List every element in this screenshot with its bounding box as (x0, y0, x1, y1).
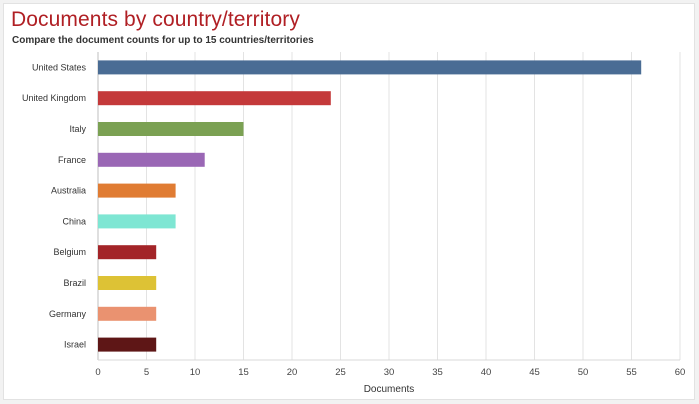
category-label: China (62, 216, 86, 226)
x-tick-label: 40 (481, 367, 492, 378)
category-label: Israel (64, 340, 86, 350)
x-tick-label: 25 (335, 367, 346, 378)
x-tick-label: 15 (238, 367, 249, 378)
bar-united-kingdom[interactable] (98, 91, 331, 106)
x-tick-label: 55 (626, 367, 637, 378)
x-tick-label: 35 (432, 367, 443, 378)
x-tick-label: 20 (287, 367, 298, 378)
x-axis-ticks: 0 5 10 15 20 25 30 35 40 45 50 55 60 (95, 367, 685, 378)
category-label: Brazil (63, 278, 86, 288)
gridlines (97, 52, 681, 361)
x-tick-label: 60 (675, 367, 686, 378)
category-label: Italy (69, 124, 86, 134)
bar-united-states[interactable] (98, 60, 642, 75)
x-tick-label: 0 (95, 367, 100, 378)
category-label: Australia (51, 186, 86, 196)
x-axis-title: Documents (364, 384, 415, 395)
chart-title: Documents by country/territory (11, 8, 300, 31)
category-label: United States (32, 62, 87, 72)
category-label: Germany (49, 309, 87, 319)
x-tick-label: 30 (384, 367, 395, 378)
bar-brazil[interactable] (98, 276, 157, 290)
bar-germany[interactable] (98, 306, 157, 321)
bar-italy[interactable] (98, 122, 244, 136)
bars (98, 60, 642, 352)
category-label: United Kingdom (22, 93, 86, 103)
bar-china[interactable] (98, 214, 176, 229)
bar-france[interactable] (98, 152, 205, 167)
chart-subtitle: Compare the document counts for up to 15… (12, 35, 314, 46)
x-tick-label: 50 (578, 367, 589, 378)
category-label: Belgium (53, 247, 86, 257)
bar-belgium[interactable] (98, 245, 157, 260)
category-label: France (58, 155, 86, 165)
bar-israel[interactable] (98, 337, 157, 352)
bar-australia[interactable] (98, 183, 176, 198)
x-tick-label: 5 (144, 367, 149, 378)
x-tick-label: 45 (529, 367, 540, 378)
category-labels: United States United Kingdom Italy France Au… (22, 62, 87, 349)
x-tick-label: 10 (190, 367, 201, 378)
